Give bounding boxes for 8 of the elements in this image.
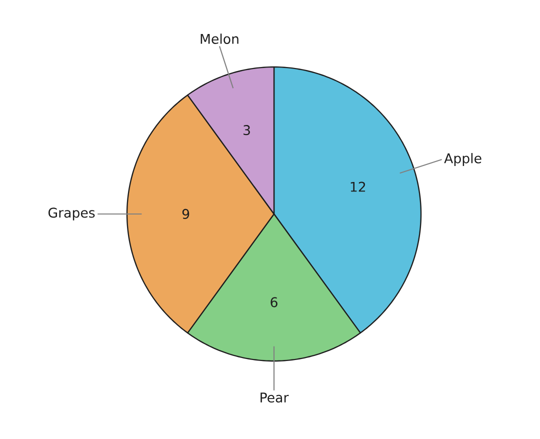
slice-label: Pear — [260, 392, 289, 403]
data-label: 9 — [182, 208, 190, 220]
slice-label: Grapes — [48, 208, 95, 220]
data-label: 12 — [350, 182, 366, 192]
data-label: 6 — [270, 297, 278, 308]
data-label: 3 — [244, 125, 250, 136]
slice-label: Apple — [444, 153, 482, 166]
slice-label: Melon — [200, 34, 238, 44]
